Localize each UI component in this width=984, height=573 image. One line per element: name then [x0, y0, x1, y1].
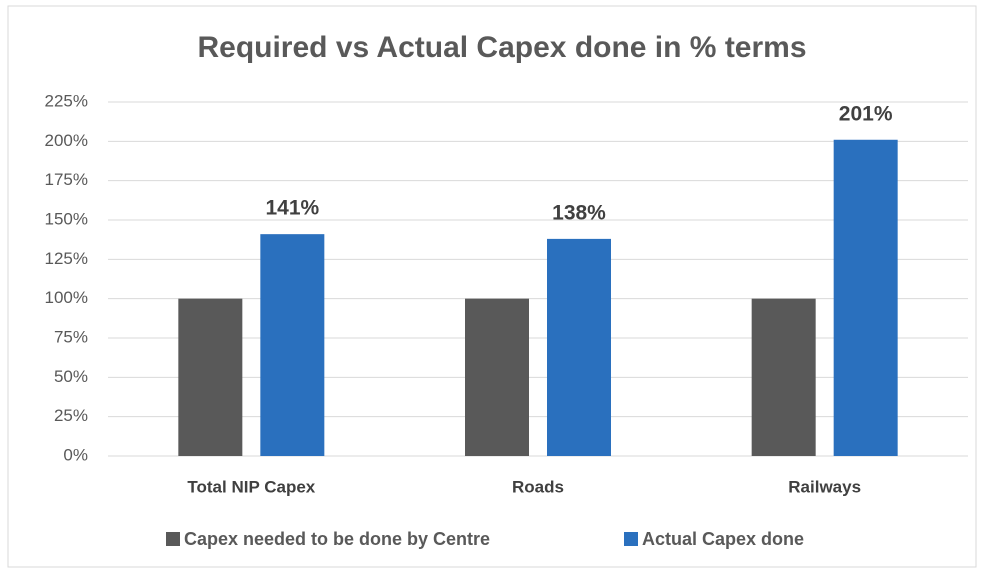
- legend-swatch: [166, 532, 180, 546]
- y-tick-label: 0%: [63, 445, 88, 464]
- x-tick-label: Railways: [788, 477, 861, 496]
- y-tick-label: 150%: [45, 209, 88, 228]
- data-label: 141%: [265, 197, 319, 220]
- bar: [178, 298, 243, 456]
- y-tick-label: 200%: [45, 131, 88, 150]
- y-tick-label: 50%: [54, 367, 88, 386]
- legend-label: Actual Capex done: [642, 529, 804, 549]
- x-tick-label: Total NIP Capex: [187, 477, 315, 496]
- chart-border: [7, 5, 977, 568]
- bar: [260, 234, 325, 456]
- y-tick-label: 125%: [45, 249, 88, 268]
- bar: [751, 298, 816, 456]
- legend-swatch: [624, 532, 638, 546]
- y-tick-label: 175%: [45, 170, 88, 189]
- bar: [833, 139, 898, 456]
- data-label: 138%: [552, 201, 606, 224]
- bar: [547, 238, 611, 456]
- y-tick-label: 100%: [45, 288, 88, 307]
- bar: [465, 298, 529, 456]
- data-label: 201%: [839, 102, 893, 125]
- y-tick-label: 75%: [54, 327, 88, 346]
- legend-label: Capex needed to be done by Centre: [184, 529, 490, 549]
- y-tick-label: 225%: [45, 91, 88, 110]
- x-tick-label: Roads: [512, 477, 564, 496]
- chart-title: Required vs Actual Capex done in % terms: [197, 31, 806, 64]
- y-tick-label: 25%: [54, 406, 88, 425]
